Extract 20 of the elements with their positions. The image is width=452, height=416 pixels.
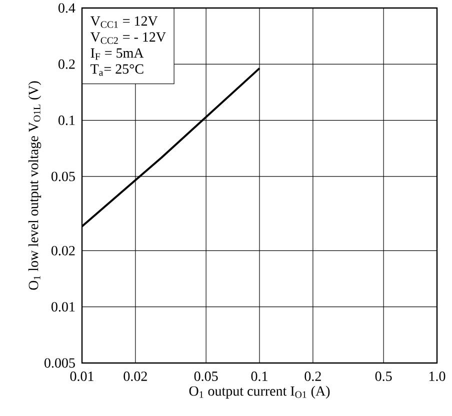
- x-tick-label: 0.2: [304, 372, 321, 382]
- y-axis-title: O$_{1}$ low level output voltage V$_{O1L}$ (V): [28, 81, 42, 290]
- y-tick-label: 0.02: [52, 246, 75, 256]
- annotation: V$_{CC2}$ = - 12V: [90, 32, 166, 44]
- x-tick-label: 0.05: [194, 372, 218, 382]
- x-tick-label: 0.1: [251, 372, 268, 382]
- x-tick-label: 0.5: [375, 372, 392, 382]
- annotation: T$_{a}$= 25°C: [90, 64, 144, 76]
- y-tick-label: 0.05: [52, 172, 75, 182]
- x-tick-label: 0.01: [70, 372, 94, 382]
- y-tick-label: 0.01: [52, 302, 75, 312]
- x-tick-label: 0.02: [124, 372, 147, 382]
- y-tick-label: 0.4: [58, 3, 76, 13]
- y-tick-label: 0.1: [58, 116, 75, 126]
- x-axis-title: O$_{1}$ output current I$_{O1}$ (A): [189, 386, 330, 399]
- y-tick-label: 0.005: [44, 358, 75, 368]
- annotation: I$_{F}$ = 5mA: [90, 48, 144, 60]
- annotation: V$_{CC1}$ = 12V: [90, 16, 158, 28]
- x-tick-label: 1.0: [429, 372, 446, 382]
- y-tick-label: 0.2: [58, 59, 75, 69]
